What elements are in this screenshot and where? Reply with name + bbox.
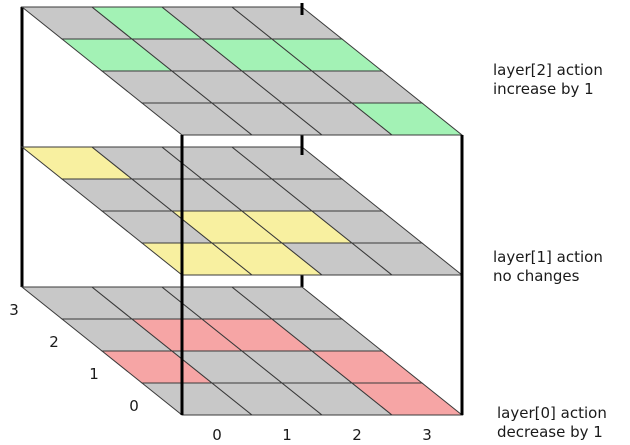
x-tick-label: 0 bbox=[212, 426, 222, 444]
layer-0-caption: layer[0] action decrease by 1 bbox=[497, 404, 607, 442]
layer-0-title: layer[0] action bbox=[497, 404, 607, 422]
grid-layer-1 bbox=[20, 146, 464, 276]
layer-2-title: layer[2] action bbox=[493, 61, 603, 79]
layer-1-title: layer[1] action bbox=[493, 248, 603, 266]
y-tick-label: 2 bbox=[49, 333, 59, 351]
layer-2-subtitle: increase by 1 bbox=[493, 80, 594, 98]
y-tick-label: 1 bbox=[89, 365, 99, 383]
layer-2-caption: layer[2] action increase by 1 bbox=[493, 61, 603, 99]
grid-layers bbox=[20, 6, 464, 416]
y-tick-label: 0 bbox=[129, 397, 139, 415]
x-tick-label: 3 bbox=[422, 426, 432, 444]
x-tick-label: 1 bbox=[282, 426, 292, 444]
layer-1-caption: layer[1] action no changes bbox=[493, 248, 603, 286]
layer-1-subtitle: no changes bbox=[493, 267, 580, 285]
front-frame-lines bbox=[180, 3, 464, 415]
x-tick-label: 2 bbox=[352, 426, 362, 444]
y-tick-label: 3 bbox=[9, 301, 19, 319]
axis-tick-labels: 0 1 2 3 0 1 2 3 bbox=[9, 301, 432, 444]
grid-layer-0 bbox=[20, 286, 464, 416]
layer-0-subtitle: decrease by 1 bbox=[497, 423, 603, 441]
grid-layer-2 bbox=[20, 6, 464, 136]
grid-cell bbox=[230, 286, 344, 320]
